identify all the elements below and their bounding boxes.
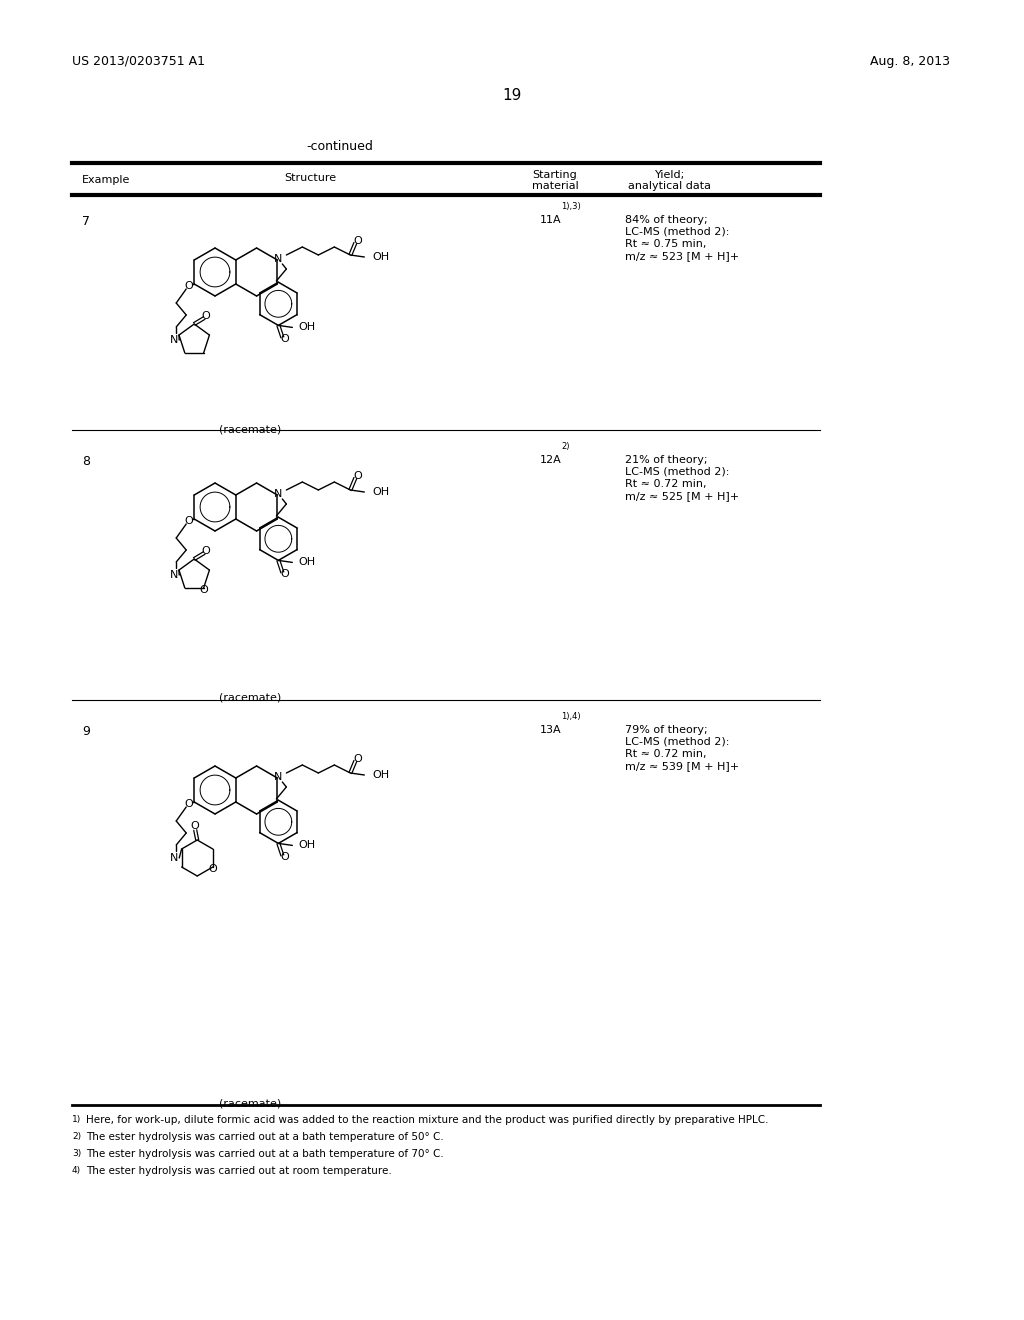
Text: OH: OH (373, 252, 389, 261)
Text: Example: Example (82, 176, 130, 185)
Text: OH: OH (373, 770, 389, 780)
Text: The ester hydrolysis was carried out at a bath temperature of 50° C.: The ester hydrolysis was carried out at … (86, 1133, 443, 1142)
Text: O: O (280, 569, 289, 579)
Text: 84% of theory;: 84% of theory; (625, 215, 708, 224)
Text: O: O (185, 799, 194, 809)
Text: 79% of theory;: 79% of theory; (625, 725, 708, 735)
Text: 12A: 12A (540, 455, 562, 465)
Text: OH: OH (298, 557, 315, 568)
Text: 7: 7 (82, 215, 90, 228)
Text: N: N (170, 335, 178, 345)
Text: O: O (200, 585, 208, 595)
Text: 3): 3) (72, 1148, 81, 1158)
Text: O: O (280, 334, 289, 345)
Text: Structure: Structure (284, 173, 336, 183)
Text: 2): 2) (561, 442, 569, 451)
Text: O: O (353, 471, 361, 480)
Text: Aug. 8, 2013: Aug. 8, 2013 (870, 55, 950, 69)
Text: O: O (185, 516, 194, 525)
Text: LC-MS (method 2):: LC-MS (method 2): (625, 467, 729, 477)
Text: N: N (170, 570, 178, 579)
Text: Here, for work-up, dilute formic acid was added to the reaction mixture and the : Here, for work-up, dilute formic acid wa… (86, 1115, 768, 1125)
Text: 13A: 13A (540, 725, 561, 735)
Text: OH: OH (298, 322, 315, 333)
Text: Rt ≈ 0.75 min,: Rt ≈ 0.75 min, (625, 239, 707, 249)
Text: The ester hydrolysis was carried out at room temperature.: The ester hydrolysis was carried out at … (86, 1166, 392, 1176)
Text: m/z ≈ 523 [M + H]+: m/z ≈ 523 [M + H]+ (625, 251, 739, 261)
Text: m/z ≈ 525 [M + H]+: m/z ≈ 525 [M + H]+ (625, 491, 739, 502)
Text: Starting: Starting (532, 170, 578, 180)
Text: LC-MS (method 2):: LC-MS (method 2): (625, 737, 729, 747)
Text: O: O (280, 853, 289, 862)
Text: O: O (185, 281, 194, 290)
Text: material: material (531, 181, 579, 191)
Text: 19: 19 (503, 88, 521, 103)
Text: O: O (190, 821, 200, 832)
Text: N: N (274, 488, 283, 499)
Text: 1),3): 1),3) (561, 202, 581, 211)
Text: Rt ≈ 0.72 min,: Rt ≈ 0.72 min, (625, 479, 707, 488)
Text: 8: 8 (82, 455, 90, 469)
Text: The ester hydrolysis was carried out at a bath temperature of 70° C.: The ester hydrolysis was carried out at … (86, 1148, 443, 1159)
Text: LC-MS (method 2):: LC-MS (method 2): (625, 227, 729, 238)
Text: 21% of theory;: 21% of theory; (625, 455, 708, 465)
Text: 1): 1) (72, 1115, 81, 1125)
Text: O: O (353, 236, 361, 246)
Text: O: O (353, 754, 361, 764)
Text: 2): 2) (72, 1133, 81, 1140)
Text: OH: OH (298, 841, 315, 850)
Text: 9: 9 (82, 725, 90, 738)
Text: O: O (209, 865, 217, 874)
Text: 4): 4) (72, 1166, 81, 1175)
Text: N: N (170, 853, 178, 863)
Text: (racemate): (racemate) (219, 693, 282, 704)
Text: 11A: 11A (540, 215, 561, 224)
Text: (racemate): (racemate) (219, 1098, 282, 1107)
Text: OH: OH (373, 487, 389, 498)
Text: N: N (274, 253, 283, 264)
Text: O: O (202, 546, 211, 556)
Text: N: N (274, 772, 283, 781)
Text: O: O (202, 312, 211, 321)
Text: Rt ≈ 0.72 min,: Rt ≈ 0.72 min, (625, 748, 707, 759)
Text: m/z ≈ 539 [M + H]+: m/z ≈ 539 [M + H]+ (625, 762, 739, 771)
Text: 1),4): 1),4) (561, 711, 581, 721)
Text: analytical data: analytical data (629, 181, 712, 191)
Text: Yield;: Yield; (655, 170, 685, 180)
Text: US 2013/0203751 A1: US 2013/0203751 A1 (72, 55, 205, 69)
Text: (racemate): (racemate) (219, 425, 282, 436)
Text: -continued: -continued (306, 140, 374, 153)
